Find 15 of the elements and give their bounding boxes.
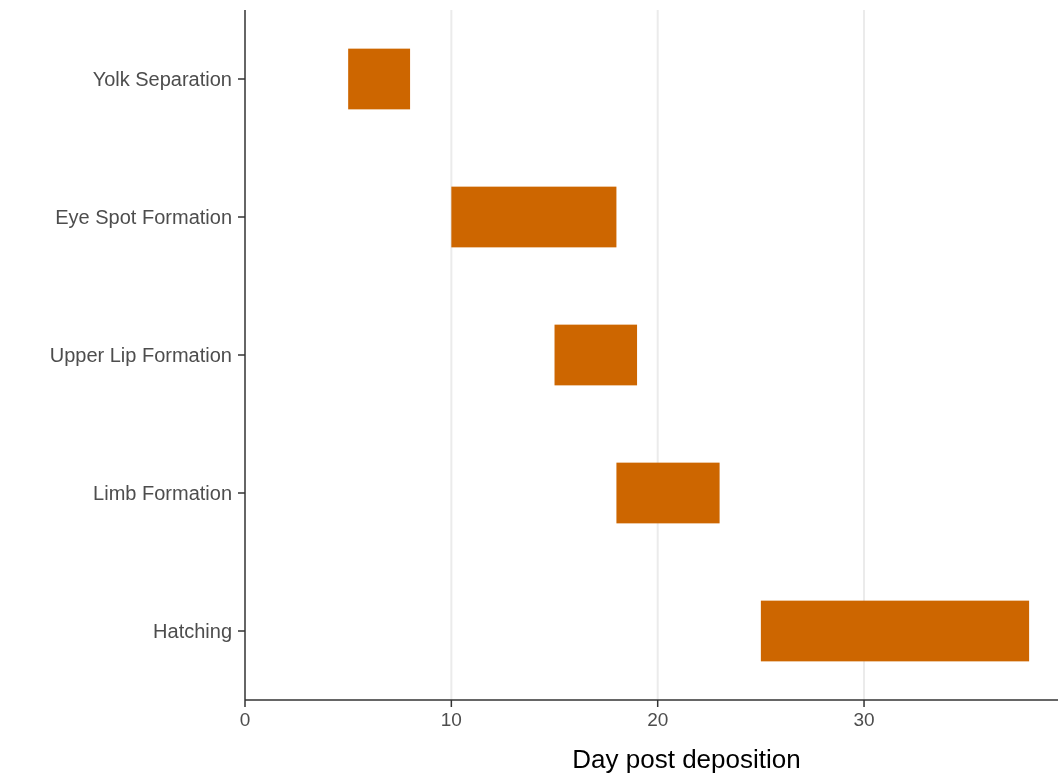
y-tick-label: Eye Spot Formation xyxy=(55,206,232,228)
bar xyxy=(554,324,638,386)
y-tick-label: Hatching xyxy=(153,620,232,642)
x-tick-label: 0 xyxy=(239,709,251,730)
x-tick-label: 10 xyxy=(440,709,462,730)
bar xyxy=(760,600,1030,662)
y-tick-label: Limb Formation xyxy=(93,482,232,504)
x-tick-label: 20 xyxy=(647,709,669,730)
bar xyxy=(348,48,411,110)
x-axis-title: Day post deposition xyxy=(572,744,801,773)
bar xyxy=(616,462,720,524)
y-tick-label: Upper Lip Formation xyxy=(49,344,232,366)
y-tick-label: Yolk Separation xyxy=(92,68,232,90)
x-tick-label: 30 xyxy=(853,709,875,730)
bar xyxy=(451,186,617,248)
